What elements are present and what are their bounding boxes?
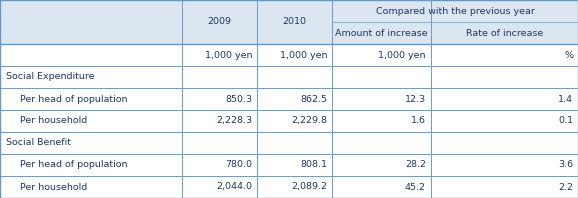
Bar: [332, 44, 431, 66]
Bar: [0, 132, 182, 154]
Bar: [182, 66, 257, 88]
Text: Per head of population: Per head of population: [20, 94, 128, 104]
Text: 808.1: 808.1: [301, 161, 328, 169]
Bar: [332, 110, 431, 132]
Bar: [257, 154, 332, 176]
Bar: [431, 154, 578, 176]
Bar: [182, 44, 257, 66]
Bar: [332, 0, 431, 44]
Bar: [257, 0, 332, 44]
Bar: [0, 44, 182, 66]
Bar: [182, 110, 257, 132]
Text: 2009: 2009: [208, 17, 232, 27]
Bar: [332, 154, 431, 176]
Text: 2010: 2010: [283, 17, 307, 27]
Bar: [257, 176, 332, 198]
Bar: [257, 132, 332, 154]
Bar: [431, 0, 578, 44]
Text: Social Benefit: Social Benefit: [6, 138, 71, 148]
Bar: [431, 132, 578, 154]
Bar: [182, 154, 257, 176]
Text: Per head of population: Per head of population: [20, 161, 128, 169]
Text: 2,044.0: 2,044.0: [217, 183, 253, 191]
Text: Rate of increase: Rate of increase: [466, 29, 543, 37]
Bar: [257, 110, 332, 132]
Bar: [257, 88, 332, 110]
Bar: [431, 88, 578, 110]
Bar: [0, 0, 182, 44]
Bar: [0, 176, 182, 198]
Text: 2.2: 2.2: [558, 183, 573, 191]
Bar: [182, 176, 257, 198]
Text: 1,000 yen: 1,000 yen: [280, 50, 328, 60]
Text: 45.2: 45.2: [405, 183, 426, 191]
Bar: [431, 44, 578, 66]
Bar: [0, 154, 182, 176]
Bar: [0, 66, 182, 88]
Text: 2,229.8: 2,229.8: [292, 116, 328, 126]
Bar: [257, 44, 332, 66]
Bar: [332, 88, 431, 110]
Text: Amount of increase: Amount of increase: [335, 29, 428, 37]
Bar: [182, 132, 257, 154]
Bar: [182, 88, 257, 110]
Text: 2,228.3: 2,228.3: [217, 116, 253, 126]
Text: 862.5: 862.5: [301, 94, 328, 104]
Text: 1.6: 1.6: [411, 116, 426, 126]
Bar: [182, 0, 257, 44]
Text: Social Expenditure: Social Expenditure: [6, 72, 94, 82]
Bar: [257, 66, 332, 88]
Text: 3.6: 3.6: [558, 161, 573, 169]
Text: Compared with the previous year: Compared with the previous year: [376, 7, 535, 15]
Text: %: %: [564, 50, 573, 60]
Bar: [332, 176, 431, 198]
Text: 850.3: 850.3: [225, 94, 253, 104]
Bar: [431, 110, 578, 132]
Bar: [431, 176, 578, 198]
Text: 1.4: 1.4: [558, 94, 573, 104]
Text: 28.2: 28.2: [405, 161, 426, 169]
Text: 1,000 yen: 1,000 yen: [379, 50, 426, 60]
Text: 2,089.2: 2,089.2: [292, 183, 328, 191]
Bar: [0, 110, 182, 132]
Bar: [332, 66, 431, 88]
Text: 12.3: 12.3: [405, 94, 426, 104]
Text: 0.1: 0.1: [558, 116, 573, 126]
Text: 1,000 yen: 1,000 yen: [205, 50, 253, 60]
Text: Per household: Per household: [20, 183, 87, 191]
Text: Per household: Per household: [20, 116, 87, 126]
Bar: [0, 88, 182, 110]
Bar: [332, 132, 431, 154]
Text: 780.0: 780.0: [225, 161, 253, 169]
Bar: [431, 66, 578, 88]
